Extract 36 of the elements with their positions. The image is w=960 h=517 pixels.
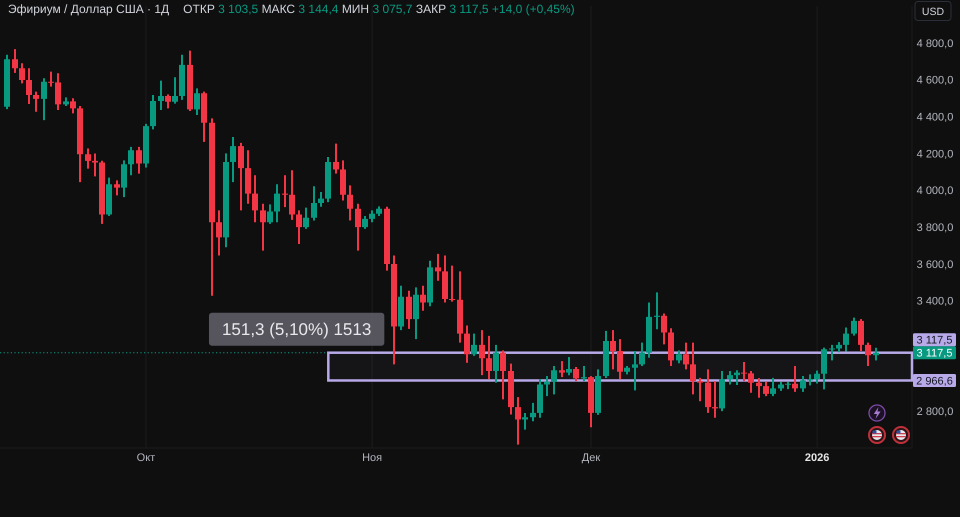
candlestick <box>449 266 455 302</box>
text: 2 966,6 <box>916 375 953 388</box>
candlestick <box>435 254 441 281</box>
y-tick-label: 3 400,0 <box>916 296 954 308</box>
chart-subtitle: ОТКР 3 103,5 МАКС 3 144,4 МИН 3 075,7 ЗАКР 3 117,5 +14,0 (+0,45%) <box>183 2 575 16</box>
candlestick <box>712 381 718 418</box>
candlestick <box>282 175 288 208</box>
candlestick <box>92 154 98 176</box>
candlestick <box>581 366 587 382</box>
candlestick <box>522 413 528 430</box>
y-axis-title: USD <box>922 6 944 18</box>
y-tick-label: 4 200,0 <box>916 148 954 160</box>
y-tick-label: 4 600,0 <box>916 74 954 87</box>
x-tick-label: Дек <box>582 452 600 464</box>
y-tick-label: 4 000,0 <box>916 185 954 198</box>
candlestick <box>697 378 703 402</box>
text: 3 117,5 <box>916 334 952 347</box>
y-tick-label: 2 800,0 <box>916 406 954 418</box>
candlestick <box>807 374 813 386</box>
x-tick-label: Ноя <box>362 452 382 464</box>
y-tick-label: 4 800,0 <box>916 38 954 50</box>
candlestick <box>785 382 791 390</box>
candlestick <box>829 344 835 360</box>
candlestick <box>654 292 660 330</box>
y-tick-label: 3 800,0 <box>916 222 954 234</box>
band-label: 151,3 (5,10%) 1513 <box>222 320 372 340</box>
x-tick-label: Окт <box>136 452 156 464</box>
candlestick <box>792 366 798 392</box>
candlestick <box>48 72 54 87</box>
ref-line-label: 3 117,5 <box>916 348 952 360</box>
candlestick <box>544 376 550 396</box>
y-tick-label: 4 400,0 <box>916 112 954 124</box>
x-tick-label: 2026 <box>804 452 830 464</box>
candlestick <box>741 362 747 382</box>
y-tick-label: 3 600,0 <box>916 258 954 271</box>
chart-title: Эфириум / Доллар США · 1Д <box>8 2 170 16</box>
